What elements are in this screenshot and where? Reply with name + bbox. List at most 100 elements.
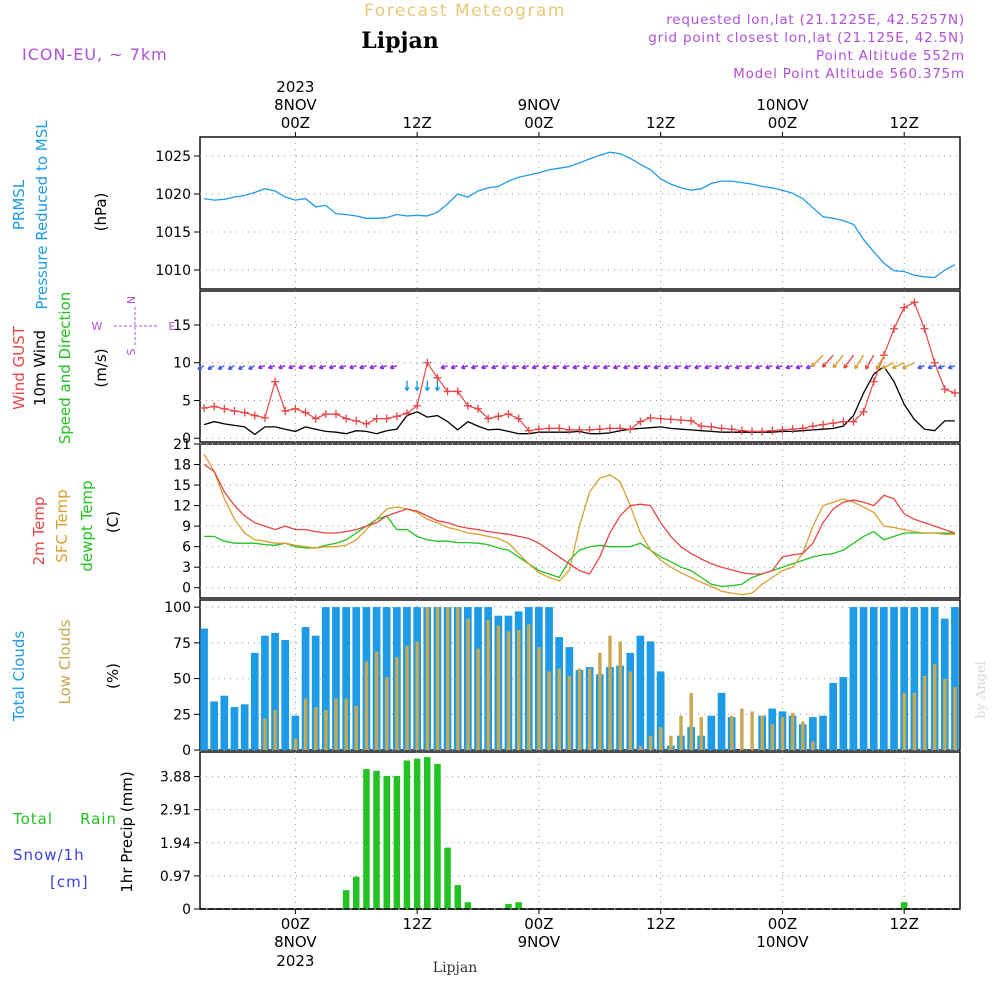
gust-marker — [331, 410, 340, 419]
low-cloud-bar — [537, 647, 541, 750]
total-cloud-bar — [707, 715, 716, 750]
wind-direction-arrow — [227, 365, 235, 370]
sfc-temp-line — [203, 453, 955, 596]
wind-direction-arrow — [288, 364, 296, 370]
precip-ytick-label: 2.91 — [160, 803, 191, 819]
temp2m-label: 2m Temp — [30, 497, 48, 566]
wind-direction-arrow — [207, 365, 215, 370]
total-cloud-bar — [291, 715, 300, 750]
wind-direction-arrow — [714, 364, 722, 370]
wind-direction-arrow — [450, 364, 458, 370]
gust-marker — [392, 412, 401, 421]
wind-direction-arrow — [338, 364, 347, 370]
wind-direction-arrow — [821, 354, 834, 368]
temperature-ytick-label: 21 — [173, 437, 191, 453]
low-cloud-bar — [953, 687, 957, 750]
gust-marker — [829, 419, 838, 428]
total-cloud-bar — [951, 607, 959, 750]
gust-label: Wind GUST — [10, 325, 28, 410]
low-cloud-bar — [567, 675, 572, 750]
clouds-ytick-label: 75 — [173, 636, 191, 652]
gust-marker — [534, 425, 543, 434]
gust-marker — [321, 410, 330, 419]
total-cloud-bar — [869, 607, 878, 750]
wind-direction-arrow — [248, 365, 256, 370]
gust-marker — [676, 416, 685, 425]
wind-panel: 0 5 10 15 — [173, 290, 961, 447]
wind-direction-arrow — [238, 365, 245, 370]
wind-direction-arrow — [633, 364, 641, 370]
dewpt-label: dewpt Temp — [78, 480, 96, 571]
top-hour-label: 00Z — [524, 114, 553, 132]
gust-marker — [788, 425, 797, 434]
temperature-ytick-label: 15 — [173, 478, 191, 494]
bottom-day-label: 9NOV — [518, 933, 561, 951]
wind-direction-arrow — [811, 354, 824, 368]
gust-marker — [707, 422, 716, 431]
precip-ytick-label: 1.94 — [160, 836, 191, 852]
wind-ytick-label: 5 — [182, 393, 191, 409]
gust-marker — [402, 409, 411, 418]
panels: 1010101510201025051015036912151821025507… — [155, 136, 961, 918]
wind-direction-arrow — [653, 364, 661, 370]
gust-marker — [301, 408, 310, 417]
wind-direction-arrow — [663, 364, 672, 370]
gust-marker — [240, 408, 249, 417]
low-cloud-bar — [496, 625, 501, 750]
total-cloud-bar — [342, 607, 350, 750]
point-altitude: Point Altitude 552m — [816, 48, 965, 64]
requested-location: requested lon,lat (21.1225E, 42.5257N) — [666, 12, 965, 28]
wind-ytick-label: 10 — [173, 356, 191, 372]
low-cloud-bar — [354, 705, 358, 750]
grid-point-location: grid point closest lon,lat (21.125E, 42.… — [648, 30, 965, 46]
wind-direction-arrow — [481, 364, 489, 370]
temp2m-line — [203, 463, 956, 575]
low-cloud-bar — [395, 657, 399, 750]
total-cloud-bar — [210, 701, 218, 750]
low-cloud-bar — [608, 635, 612, 750]
top-day-label: 10NOV — [756, 96, 809, 114]
wind-direction-arrow — [511, 364, 519, 370]
wind-direction-arrow — [278, 364, 286, 370]
low-cloud-bar — [517, 630, 521, 750]
total-cloud-bar — [311, 635, 320, 750]
wind-direction-arrow — [389, 364, 398, 370]
temperature-ytick-label: 0 — [182, 581, 191, 597]
bottom-year-label: 2023 — [276, 952, 314, 970]
gust-marker — [524, 426, 533, 435]
wind-direction-arrow — [460, 364, 469, 370]
gust-marker — [311, 414, 320, 423]
top-day-label: 8NOV — [274, 96, 317, 114]
wind-direction-arrow — [491, 364, 499, 370]
low-cloud-bar — [699, 717, 703, 750]
sfc-label: SFC Temp — [53, 489, 71, 562]
low-cloud-bar — [811, 741, 815, 750]
gust-marker — [565, 425, 574, 434]
gust-marker — [798, 424, 807, 433]
compass-s: S — [125, 348, 138, 355]
wind-direction-arrow — [744, 364, 753, 370]
low-cloud-bar — [933, 664, 937, 750]
gust-marker — [585, 425, 594, 434]
low-cloud-bar — [303, 698, 308, 750]
gust-marker — [413, 401, 422, 410]
wind-direction-arrow — [592, 364, 601, 370]
gust-marker — [687, 416, 696, 425]
top-hour-label: 00Z — [768, 114, 797, 132]
clouds-ytick-label: 0 — [182, 743, 191, 759]
bottom-hour-label: 00Z — [281, 915, 310, 933]
clouds-ytick-label: 25 — [173, 707, 191, 723]
gust-marker — [656, 414, 665, 423]
precip-panel: 0 0.97 1.94 2.91 3.88 — [160, 751, 961, 918]
wind-direction-arrow — [694, 364, 702, 370]
gust-marker — [504, 410, 513, 419]
total-cloud-bar — [332, 607, 340, 750]
gust-marker — [463, 401, 472, 410]
gust-marker — [281, 407, 290, 416]
gust-marker — [575, 425, 584, 434]
pressure-unit: (hPa) — [92, 193, 110, 232]
wind-direction-arrow — [704, 364, 712, 370]
total-cloud-bar — [839, 677, 848, 750]
low-cloud-bar — [618, 641, 622, 750]
